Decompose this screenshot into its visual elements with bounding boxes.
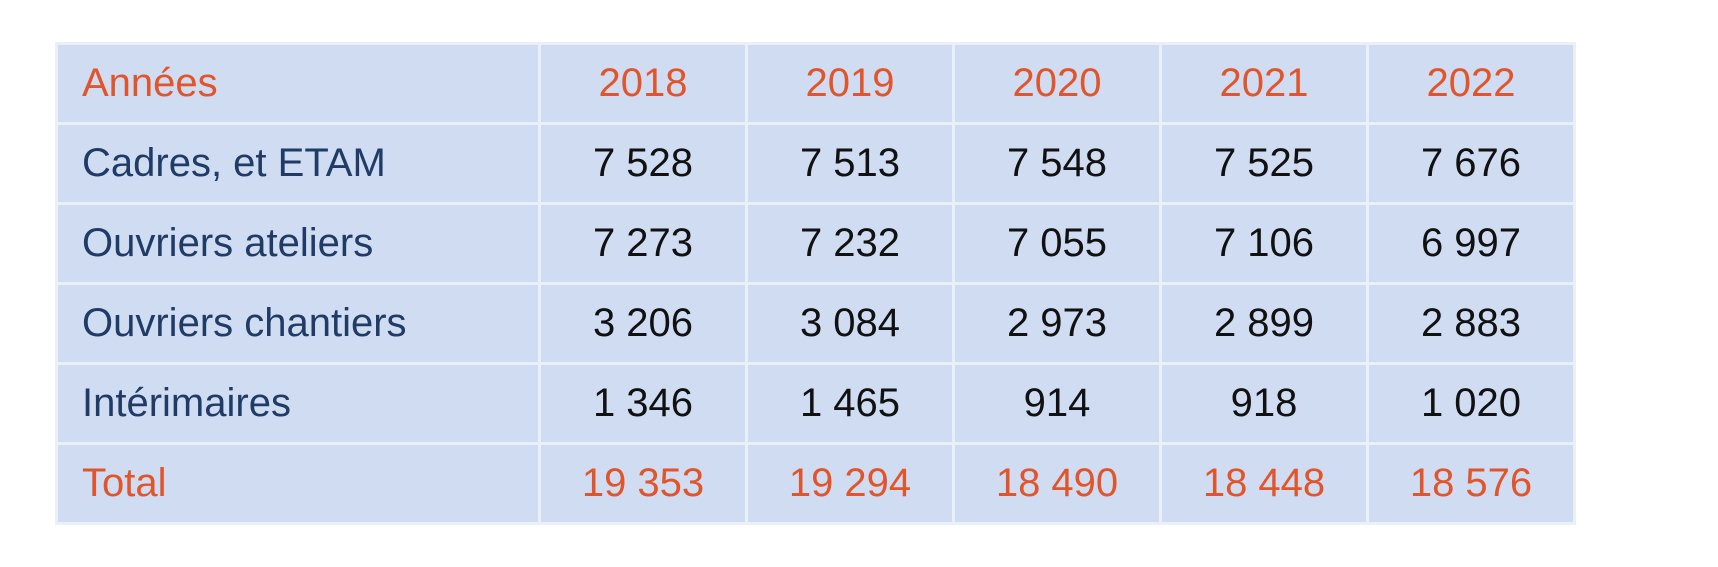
cell: 2 899 — [1162, 285, 1366, 362]
cell: 18 490 — [955, 445, 1159, 522]
cell: 1 465 — [748, 365, 952, 442]
cell: 1 020 — [1369, 365, 1573, 442]
cell: 7 548 — [955, 125, 1159, 202]
row-label: Années — [58, 45, 538, 122]
table-row: Années 2018 2019 2020 2021 2022 — [58, 45, 1573, 122]
table-row: Ouvriers ateliers 7 273 7 232 7 055 7 106 6 9… — [58, 205, 1573, 282]
cell: 19 294 — [748, 445, 952, 522]
data-table: Années 2018 2019 2020 2021 2022 Cadres, et ETA… — [55, 42, 1576, 525]
cell: 19 353 — [541, 445, 745, 522]
cell: 7 676 — [1369, 125, 1573, 202]
cell: 7 273 — [541, 205, 745, 282]
cell: 914 — [955, 365, 1159, 442]
table-row: Total 19 353 19 294 18 490 18 448 18 576 — [58, 445, 1573, 522]
row-label: Total — [58, 445, 538, 522]
row-label: Intérimaires — [58, 365, 538, 442]
cell: 18 576 — [1369, 445, 1573, 522]
cell: 2022 — [1369, 45, 1573, 122]
cell: 918 — [1162, 365, 1366, 442]
row-label: Ouvriers ateliers — [58, 205, 538, 282]
cell: 2018 — [541, 45, 745, 122]
cell: 7 055 — [955, 205, 1159, 282]
cell: 7 513 — [748, 125, 952, 202]
cell: 3 084 — [748, 285, 952, 362]
cell: 2020 — [955, 45, 1159, 122]
cell: 2 883 — [1369, 285, 1573, 362]
cell: 7 106 — [1162, 205, 1366, 282]
cell: 18 448 — [1162, 445, 1366, 522]
cell: 2021 — [1162, 45, 1366, 122]
cell: 7 232 — [748, 205, 952, 282]
cell: 2019 — [748, 45, 952, 122]
cell: 2 973 — [955, 285, 1159, 362]
table-row: Ouvriers chantiers 3 206 3 084 2 973 2 899 2 … — [58, 285, 1573, 362]
table-row: Cadres, et ETAM 7 528 7 513 7 548 7 525 7 676 — [58, 125, 1573, 202]
cell: 7 525 — [1162, 125, 1366, 202]
cell: 6 997 — [1369, 205, 1573, 282]
row-label: Cadres, et ETAM — [58, 125, 538, 202]
cell: 1 346 — [541, 365, 745, 442]
cell: 7 528 — [541, 125, 745, 202]
table-row: Intérimaires 1 346 1 465 914 918 1 020 — [58, 365, 1573, 442]
row-label: Ouvriers chantiers — [58, 285, 538, 362]
cell: 3 206 — [541, 285, 745, 362]
